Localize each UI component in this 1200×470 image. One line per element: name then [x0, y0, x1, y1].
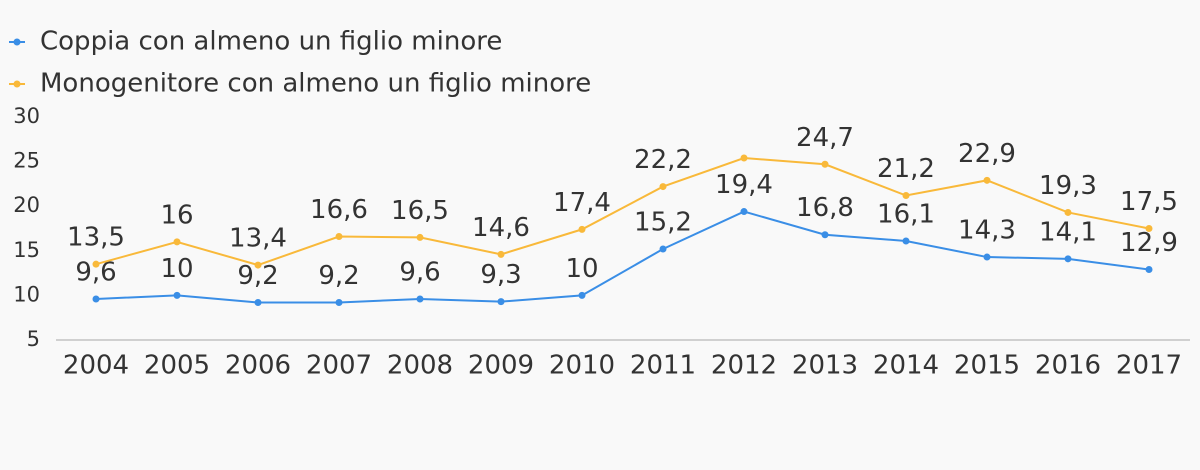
data-label: 16,8 [796, 193, 854, 223]
data-point [578, 225, 586, 233]
data-label: 10 [565, 254, 598, 284]
y-tick-label: 15 [13, 238, 40, 262]
data-label: 12,9 [1120, 228, 1178, 258]
data-label: 14,6 [472, 213, 530, 243]
x-tick-label: 2016 [1035, 351, 1101, 381]
x-tick-label: 2009 [468, 351, 534, 381]
data-point [578, 291, 586, 299]
data-point [416, 233, 424, 241]
legend-marker [13, 38, 21, 46]
data-label: 9,6 [399, 257, 440, 287]
data-label: 19,4 [715, 170, 773, 200]
data-point [1064, 208, 1072, 216]
data-label: 16,6 [310, 195, 368, 225]
data-point [173, 291, 181, 299]
data-point [497, 298, 505, 306]
x-tick-label: 2005 [144, 351, 210, 381]
data-point [254, 299, 262, 307]
data-point [821, 160, 829, 168]
x-tick-label: 2015 [954, 351, 1020, 381]
data-point [902, 191, 910, 199]
y-tick-label: 20 [13, 193, 40, 217]
x-tick-label: 2011 [630, 351, 696, 381]
y-tick-label: 30 [13, 104, 40, 128]
x-tick-label: 2006 [225, 351, 291, 381]
data-point [254, 261, 262, 269]
series-line [95, 157, 1150, 267]
data-point [92, 295, 100, 303]
x-tick-label: 2014 [873, 351, 939, 381]
data-point [902, 237, 910, 245]
data-label: 14,3 [958, 216, 1016, 246]
legend-label: Monogenitore con almeno un figlio minore [40, 69, 591, 99]
data-point [821, 231, 829, 239]
data-point [1145, 225, 1153, 232]
data-point [740, 154, 748, 162]
data-point [1064, 255, 1072, 263]
data-label: 14,1 [1039, 217, 1097, 247]
data-label: 16,1 [877, 199, 935, 229]
data-label: 15,2 [634, 208, 692, 238]
data-label: 16,5 [391, 196, 449, 226]
legend-marker [13, 80, 21, 88]
data-label: 13,4 [229, 224, 287, 254]
data-point [335, 233, 343, 241]
data-label: 17,4 [553, 188, 611, 218]
x-tick-label: 2012 [711, 351, 777, 381]
data-point [983, 176, 991, 184]
data-point [1145, 266, 1153, 274]
legend-label: Coppia con almeno un figlio minore [40, 27, 502, 57]
data-label: 9,2 [318, 261, 359, 291]
data-label: 17,5 [1120, 187, 1178, 217]
data-point [335, 299, 343, 307]
data-label: 22,9 [958, 139, 1016, 169]
data-label: 19,3 [1039, 171, 1097, 201]
data-point [416, 295, 424, 303]
x-tick-label: 2007 [306, 351, 372, 381]
data-point [497, 250, 505, 258]
data-point [659, 183, 667, 191]
data-point [173, 238, 181, 246]
data-point [740, 208, 748, 216]
y-tick-label: 5 [27, 327, 40, 351]
y-tick-label: 25 [13, 149, 40, 173]
x-tick-label: 2008 [387, 351, 453, 381]
data-label: 22,2 [634, 145, 692, 175]
data-label: 21,2 [877, 154, 935, 184]
data-point [983, 253, 991, 261]
data-label: 24,7 [796, 123, 854, 153]
data-point [659, 245, 667, 253]
y-tick-label: 10 [13, 282, 40, 306]
x-tick-label: 2004 [63, 351, 129, 381]
x-tick-label: 2013 [792, 351, 858, 381]
x-tick-label: 2017 [1116, 351, 1182, 381]
data-label: 10 [160, 254, 193, 284]
data-label: 16 [160, 200, 193, 230]
data-point [92, 260, 100, 268]
x-tick-label: 2010 [549, 351, 615, 381]
data-label: 13,5 [67, 223, 125, 253]
data-label: 9,3 [480, 260, 521, 290]
series-line [95, 210, 1150, 304]
